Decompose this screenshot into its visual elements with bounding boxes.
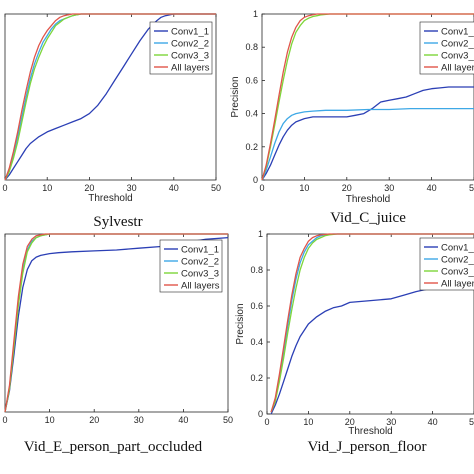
y-tick-label: 1	[258, 229, 263, 239]
legend-label-conv3-3: Conv3_3	[441, 50, 474, 61]
legend-label-conv1-1: Conv1_1	[171, 26, 209, 37]
panel-caption: Vid_C_juice	[330, 210, 406, 226]
series-line-conv1-1	[270, 281, 474, 415]
y-tick-label: 0	[258, 409, 263, 419]
x-tick-label: 10	[303, 417, 313, 427]
x-tick-label: 40	[427, 183, 437, 193]
x-axis-label: Threshold	[88, 193, 132, 204]
series-line-conv2-2	[261, 107, 474, 181]
y-axis-label: Precision	[230, 76, 241, 117]
x-tick-label: 10	[299, 183, 309, 193]
x-tick-label: 0	[264, 417, 269, 427]
y-tick-label: 0.6	[245, 75, 258, 85]
x-axis-label: Threshold	[348, 426, 392, 437]
x-tick-label: 30	[134, 415, 144, 425]
y-tick-label: 0.8	[245, 42, 258, 52]
x-tick-label: 50	[469, 417, 474, 427]
x-tick-label: 20	[89, 415, 99, 425]
x-tick-label: 20	[342, 183, 352, 193]
legend-label-conv3-3: Conv3_3	[441, 266, 474, 277]
legend-label-conv1-1: Conv1_1	[441, 26, 474, 37]
panel-vid-j-person-floor: 0 10 20 30 40 50 0 0.2 0.4 0.6 0.8 1 Threshold Precis…	[235, 229, 474, 455]
panel-caption: Sylvestr	[93, 214, 142, 230]
x-tick-label: 20	[84, 183, 94, 193]
y-tick-label: 0.8	[250, 265, 263, 275]
panel-caption: Vid_J_person_floor	[307, 439, 426, 455]
legend-label-all-layers: All layers	[441, 278, 474, 289]
y-tick-label: 0.4	[245, 109, 258, 119]
legend-label-conv1-1: Conv1_1	[441, 242, 474, 253]
legend-label-conv2-2: Conv2_2	[441, 254, 474, 265]
series-line-all-layers	[261, 13, 474, 181]
y-tick-label: 1	[253, 9, 258, 19]
legend-label-conv3-3: Conv3_3	[181, 268, 219, 279]
series-line-conv1-1	[261, 86, 474, 181]
x-tick-label: 0	[259, 183, 264, 193]
y-tick-label: 0.4	[250, 337, 263, 347]
series-line-all-layers	[270, 233, 474, 413]
y-tick-label: 0.6	[250, 301, 263, 311]
legend-label-all-layers: All layers	[441, 62, 474, 73]
x-tick-label: 30	[384, 183, 394, 193]
x-tick-label: 30	[127, 183, 137, 193]
series-line-all-layers	[4, 233, 228, 413]
x-tick-label: 10	[42, 183, 52, 193]
x-tick-label: 0	[2, 183, 7, 193]
x-tick-label: 50	[469, 183, 474, 193]
panel-caption: Vid_E_person_part_occluded	[24, 439, 203, 455]
panel-sylvestr: 0 10 20 30 40 50 Threshold Conv1_1Conv2_2Conv3_…	[2, 13, 221, 230]
legend-label-all-layers: All layers	[181, 280, 220, 291]
x-tick-label: 50	[223, 415, 233, 425]
y-tick-label: 0	[253, 175, 258, 185]
x-tick-label: 20	[345, 417, 355, 427]
panel-vid-c-juice: 0 10 20 30 40 50 0 0.2 0.4 0.6 0.8 1 Threshold Precis…	[230, 9, 474, 226]
series-line-all-layers	[4, 13, 216, 181]
x-tick-label: 40	[428, 417, 438, 427]
legend-label-conv2-2: Conv2_2	[441, 38, 474, 49]
x-tick-label: 40	[169, 183, 179, 193]
legend-label-conv3-3: Conv3_3	[171, 50, 209, 61]
legend-label-conv1-1: Conv1_1	[181, 244, 219, 255]
legend-label-conv2-2: Conv2_2	[181, 256, 219, 267]
x-tick-label: 50	[211, 183, 221, 193]
x-tick-label: 30	[386, 417, 396, 427]
y-axis-label: Precision	[235, 303, 246, 344]
x-tick-label: 0	[2, 415, 7, 425]
legend-label-all-layers: All layers	[171, 62, 210, 73]
y-tick-label: 0.2	[250, 373, 263, 383]
x-tick-label: 40	[178, 415, 188, 425]
x-tick-label: 10	[45, 415, 55, 425]
legend-label-conv2-2: Conv2_2	[171, 38, 209, 49]
x-axis-label: Threshold	[346, 194, 390, 205]
y-tick-label: 0.2	[245, 142, 258, 152]
